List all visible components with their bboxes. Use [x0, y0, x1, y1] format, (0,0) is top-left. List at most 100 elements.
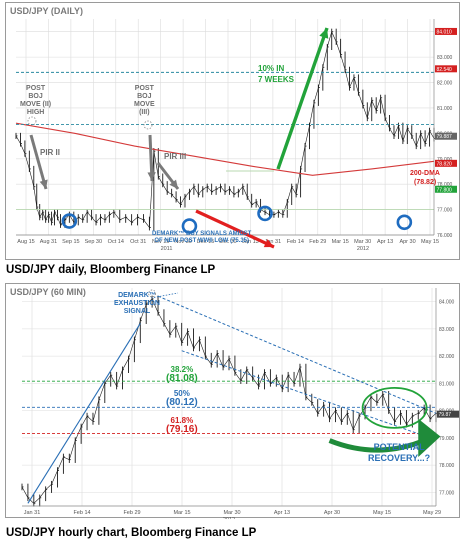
price-line: [15, 30, 435, 229]
y-tick-label: 81.000: [437, 106, 453, 112]
pir-iii-arrow-head: [169, 179, 178, 189]
channel-lower-line: [181, 350, 431, 439]
daily-chart-panel: 84.00083.00082.00081.00080.00079.00078.0…: [5, 2, 460, 260]
y-tick-label: 83.000: [439, 327, 455, 333]
demark-exhaustion-label: DEMARK™ EXHAUSTION SIGNAL: [114, 292, 160, 315]
y-tick-label: 82.000: [439, 354, 455, 360]
y-tick-label: 81.000: [439, 381, 455, 387]
y-tick-label: 82.000: [437, 81, 453, 87]
price-tag-label: 82.540: [437, 67, 453, 73]
x-tick-label: Aug 31: [40, 239, 57, 245]
pir-iii-label: PIR III: [164, 152, 187, 161]
x-tick-label: May 29: [423, 510, 441, 516]
x-tick-label: Nov 15: [152, 239, 169, 245]
x-tick-label: May 15: [373, 510, 391, 516]
y-tick-label: 78.000: [439, 463, 455, 469]
x-tick-label: Oct 14: [108, 239, 124, 245]
price-tag: [435, 27, 457, 35]
recovery-arrow-head: [418, 418, 441, 457]
fib-382-label: 38.2% (81.08): [166, 365, 198, 384]
price-tag: [435, 65, 457, 73]
x-tick-label: Jan 13: [242, 239, 259, 245]
recovery-circle: [361, 387, 428, 429]
y-tick-label: 77.000: [437, 208, 453, 214]
price-tag-label: 77.800: [437, 187, 453, 193]
boj-high-circle: [27, 116, 37, 126]
x-tick-label: Feb 14: [287, 239, 304, 245]
y-tick-label: 78.000: [437, 182, 453, 188]
year-label: 2012: [357, 246, 369, 252]
rally-arrow-head: [319, 28, 329, 39]
post-boj-iii-label: POST BOJ MOVE (III): [134, 85, 155, 116]
x-tick-label: Apr 30: [399, 239, 415, 245]
x-tick-label: Dec 15: [197, 239, 214, 245]
x-tick-label: Jan 31: [24, 510, 41, 516]
y-tick-label: 79.000: [439, 436, 455, 442]
dma-label: 200-DMA: [410, 170, 440, 177]
recovery-arrow: [328, 438, 426, 453]
new-low-arrow: [195, 209, 275, 249]
price-tag-label: 79.887: [437, 134, 453, 140]
price-tag-label: 84.010: [437, 29, 453, 35]
x-tick-label: Sep 15: [62, 239, 79, 245]
hourly-chart-title: USD/JPY (60 MIN): [10, 287, 86, 297]
demark-top-circle: [148, 289, 157, 298]
boj-high-circle: [143, 120, 153, 130]
fib-618-label: 61.8% (79.16): [166, 416, 198, 435]
hourly-chart: 84.00083.00082.00081.00080.00079.00078.0…: [21, 288, 459, 519]
signal-circle: [61, 213, 78, 229]
y-tick-label: 77.000: [439, 490, 455, 496]
daily-chart-caption: USD/JPY daily, Bloomberg Finance LP: [6, 264, 216, 276]
x-tick-label: Mar 30: [223, 510, 240, 516]
post-boj-ii-label: POST BOJ MOVE (II) HIGH: [20, 85, 52, 116]
x-tick-label: Feb 29: [123, 510, 140, 516]
pir-ii-arrow-head: [39, 179, 48, 189]
x-tick-label: Dec 30: [219, 239, 236, 245]
pir-ii-arrow: [29, 134, 48, 190]
x-tick-label: May 15: [421, 239, 439, 245]
signal-circle: [257, 205, 273, 222]
x-tick-label: Apr 30: [324, 510, 340, 516]
pir-ii-label: PIR II: [40, 148, 61, 157]
rally-arrow: [276, 27, 329, 170]
ma-200-line: [15, 122, 435, 176]
x-tick-label: Oct 31: [130, 239, 146, 245]
x-tick-label: Feb 14: [73, 510, 90, 516]
uptrend-line: [27, 323, 141, 504]
signal-circle: [181, 218, 198, 234]
price-tag-label: 78.820: [437, 161, 453, 167]
x-tick-label: Apr 13: [274, 510, 290, 516]
x-tick-label: Jan 31: [265, 239, 282, 245]
y-tick-label: 79.000: [437, 157, 453, 163]
channel-upper-line: [157, 295, 437, 414]
x-tick-label: Mar 30: [354, 239, 371, 245]
x-tick-label: Sep 30: [85, 239, 102, 245]
price-tag: [435, 185, 457, 193]
hourly-chart-panel: 84.00083.00082.00081.00080.00079.00078.0…: [5, 283, 460, 519]
boj-iii-arrow-head: [147, 172, 156, 181]
y-tick-label: 84.000: [439, 300, 455, 306]
x-tick-label: Mar 15: [173, 510, 190, 516]
rally-label: 10% IN 7 WEEKS: [258, 64, 295, 84]
daily-chart: 84.00083.00082.00081.00080.00079.00078.0…: [15, 19, 457, 252]
year-label: 2012: [223, 517, 235, 519]
signal-circle: [396, 214, 413, 231]
demark-buy-label: DEMARK™ BUY SIGNALS AMIDST OF NEW POST WW…: [152, 231, 252, 244]
dma-value-label: (78.82): [414, 179, 437, 186]
potential-recovery-label: POTENTIAL RECOVERY...?: [368, 442, 431, 463]
x-tick-label: Nov 30: [174, 239, 191, 245]
x-tick-label: Apr 13: [377, 239, 393, 245]
price-tag: [435, 159, 457, 167]
y-tick-label: 76.000: [437, 233, 453, 239]
x-tick-label: Mar 15: [332, 239, 349, 245]
x-tick-label: Aug 15: [17, 239, 34, 245]
hourly-chart-caption: USD/JPY hourly chart, Bloomberg Finance …: [6, 527, 257, 539]
new-low-arrow-head: [263, 239, 274, 248]
y-tick-label: 83.000: [437, 55, 453, 61]
price-tag-label: 79.87: [439, 412, 452, 418]
price-line: [21, 298, 437, 504]
fib-50-label: 50% (80.12): [166, 389, 198, 408]
daily-chart-title: USD/JPY (DAILY): [10, 6, 84, 16]
price-tag: [437, 410, 459, 418]
price-tag: [435, 132, 457, 140]
